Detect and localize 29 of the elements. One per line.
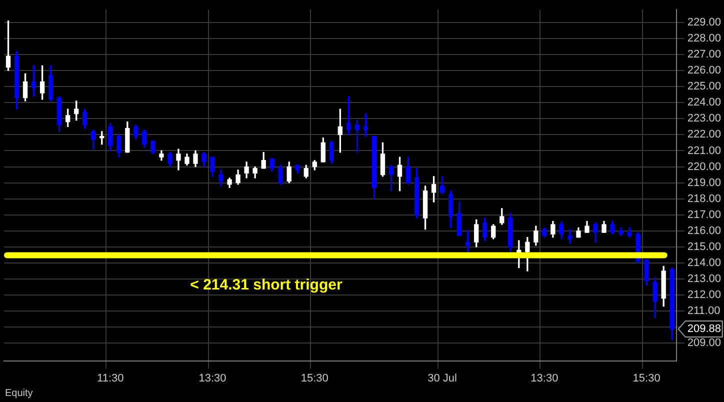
y-tick-label: 213.00 bbox=[687, 273, 722, 286]
x-tick-label: 13:30 bbox=[530, 372, 558, 384]
y-tick-label: 217.00 bbox=[687, 208, 722, 221]
y-tick-label: 225.00 bbox=[687, 80, 722, 93]
x-tick-label: 30 Jul bbox=[428, 372, 457, 384]
y-tick-label: 228.00 bbox=[687, 32, 722, 44]
y-tick-label: 218.00 bbox=[687, 192, 722, 205]
y-tick-label: 227.00 bbox=[687, 48, 722, 61]
x-tick-label: 15:30 bbox=[300, 372, 328, 384]
y-tick-label: 221.00 bbox=[687, 144, 722, 157]
y-tick-label: 212.00 bbox=[687, 289, 722, 302]
y-tick-label: 226.00 bbox=[687, 64, 722, 77]
y-tick-label: 216.00 bbox=[687, 224, 722, 237]
y-tick-label: 223.00 bbox=[687, 112, 722, 125]
y-tick-label: 214.00 bbox=[687, 257, 722, 270]
y-tick-label: 229.00 bbox=[687, 16, 722, 28]
y-tick-label: 215.00 bbox=[687, 240, 722, 253]
x-tick-label: 11:30 bbox=[97, 372, 124, 384]
ref-line-label: < 214.31 short trigger bbox=[190, 276, 342, 294]
y-tick-label: 220.00 bbox=[687, 160, 722, 173]
text: Equity bbox=[5, 388, 33, 399]
y-tick-label: 224.00 bbox=[687, 96, 722, 109]
y-tick-label: 209.00 bbox=[687, 337, 722, 350]
x-tick-label: 15:30 bbox=[632, 372, 660, 384]
y-tick-label: 219.00 bbox=[687, 176, 722, 189]
y-tick-label: 222.00 bbox=[687, 128, 722, 141]
x-tick-label: 13:30 bbox=[198, 372, 226, 384]
y-tick-label: 211.00 bbox=[687, 305, 720, 318]
text: 209.88 bbox=[687, 323, 722, 336]
